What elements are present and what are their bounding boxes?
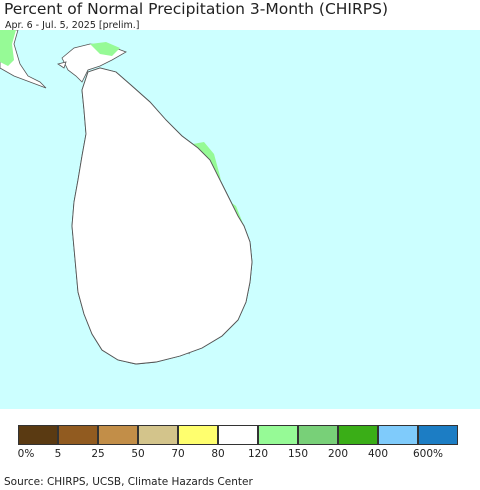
legend-swatch [258,425,298,445]
map-title: Percent of Normal Precipitation 3-Month … [4,0,388,18]
source-credit: Source: CHIRPS, UCSB, Climate Hazards Ce… [4,476,253,488]
legend-tick: 80 [211,448,225,460]
map-subtitle: Apr. 6 - Jul. 5, 2025 [prelim.] [5,20,140,31]
legend-swatch [138,425,178,445]
legend-tick: 200 [327,448,349,460]
jaffna-wet-patch [90,42,120,56]
legend-tick: 25 [91,448,105,460]
legend-tick: 400 [367,448,389,460]
legend-swatch [58,425,98,445]
map-svg [0,30,253,365]
legend-swatch [418,425,458,445]
islet-1 [57,61,67,69]
legend-tick: 600% [412,448,444,460]
legend-swatch [378,425,418,445]
legend-swatch [338,425,378,445]
legend-tick: 50 [131,448,145,460]
legend-tick: 0% [17,448,35,460]
legend-swatch [178,425,218,445]
legend-tick: 70 [171,448,185,460]
legend-swatch [18,425,58,445]
legend-swatch [218,425,258,445]
legend-tick: 150 [287,448,309,460]
legend-tick: 120 [247,448,269,460]
india-wet-region [0,30,16,66]
legend-swatch [298,425,338,445]
legend-swatch [98,425,138,445]
legend-tick: 5 [54,448,62,460]
precipitation-map [0,30,480,409]
